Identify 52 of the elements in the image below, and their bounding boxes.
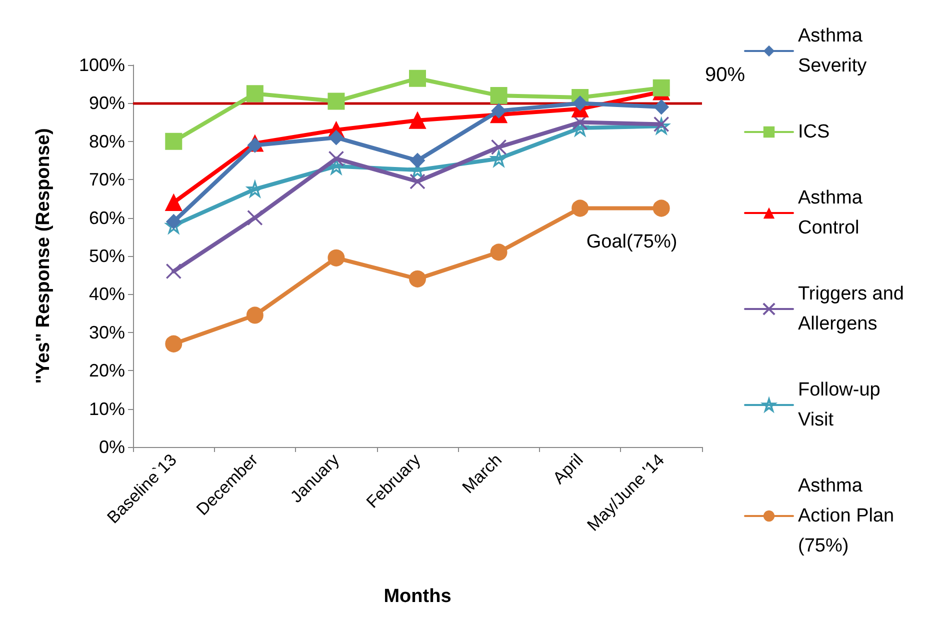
point bbox=[246, 85, 264, 102]
point bbox=[328, 150, 344, 166]
point bbox=[247, 181, 263, 198]
ref-line-label: 90% bbox=[705, 64, 746, 86]
legend-label: Follow-up Visit bbox=[798, 380, 886, 430]
y-tick-label: 70% bbox=[88, 170, 125, 190]
y-axis-title: "Yes" Response (Response) bbox=[33, 128, 54, 384]
legend-label: ICS bbox=[798, 122, 830, 142]
y-tick-label: 100% bbox=[78, 55, 125, 75]
point bbox=[410, 153, 425, 168]
point bbox=[652, 200, 670, 217]
point bbox=[409, 112, 426, 129]
y-tick-label: 50% bbox=[88, 246, 125, 266]
point bbox=[328, 92, 345, 110]
point bbox=[572, 120, 588, 136]
point bbox=[572, 96, 588, 111]
point bbox=[165, 194, 182, 212]
point bbox=[246, 306, 264, 324]
legend-label: Asthma Action Plan (75%) bbox=[798, 476, 900, 556]
legend-label: Asthma Severity bbox=[798, 26, 868, 76]
point bbox=[165, 335, 182, 352]
y-tick-label: 60% bbox=[88, 208, 125, 228]
point bbox=[409, 70, 426, 87]
point bbox=[247, 210, 263, 226]
legend-label: Asthma Control bbox=[798, 188, 868, 238]
y-tick-label: 80% bbox=[88, 131, 125, 152]
point bbox=[490, 244, 508, 261]
point bbox=[328, 249, 345, 266]
point bbox=[490, 87, 508, 104]
point bbox=[166, 214, 182, 230]
y-tick-label: 90% bbox=[88, 93, 125, 114]
legend-label: Triggers and Allergens bbox=[798, 284, 910, 334]
point bbox=[491, 103, 506, 118]
point bbox=[247, 138, 262, 153]
point bbox=[490, 139, 507, 156]
y-tick-label: 30% bbox=[88, 322, 125, 342]
point bbox=[652, 79, 670, 96]
point bbox=[572, 200, 589, 217]
point bbox=[165, 132, 182, 150]
point bbox=[654, 100, 669, 115]
point bbox=[410, 174, 426, 190]
y-tick-label: 40% bbox=[88, 284, 125, 304]
point bbox=[490, 150, 507, 166]
y-tick-label: 20% bbox=[88, 360, 125, 381]
point bbox=[328, 158, 344, 174]
point bbox=[409, 270, 426, 288]
annotation: Goal(75%) bbox=[586, 231, 678, 252]
y-tick-label: 10% bbox=[88, 398, 125, 419]
y-tick-label: 0% bbox=[98, 437, 125, 457]
x-axis-title: Months bbox=[384, 586, 452, 607]
point bbox=[166, 263, 182, 280]
point bbox=[328, 130, 344, 146]
